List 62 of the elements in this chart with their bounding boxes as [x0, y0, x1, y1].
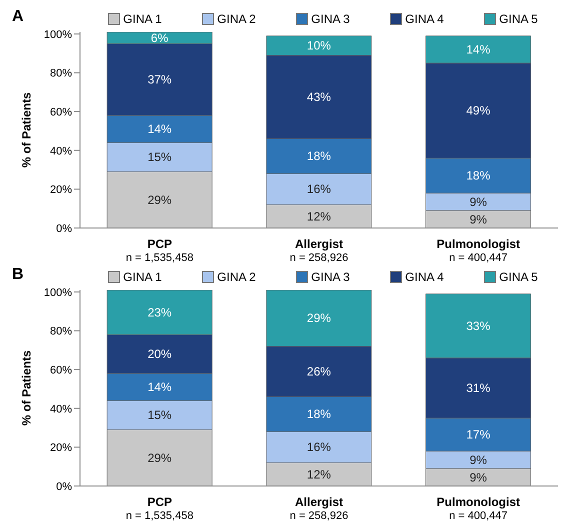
- legend-label: GINA 1: [122, 12, 162, 26]
- data-label: 9%: [470, 212, 488, 226]
- y-axis-title: % of Patients: [19, 350, 34, 426]
- data-label: 14%: [148, 380, 172, 394]
- data-label: 10%: [306, 38, 332, 53]
- x-tick-label: Pulmonologist n = 400,447: [436, 495, 520, 522]
- y-axis-title: % of Patients: [19, 92, 34, 168]
- data-label: 49%: [466, 104, 491, 118]
- x-tick-label: Allergist n = 258,926: [290, 495, 348, 522]
- data-label: 18%: [466, 168, 491, 183]
- data-label: 20%: [148, 347, 172, 362]
- data-label: 14%: [148, 122, 172, 136]
- data-label: 18%: [306, 407, 332, 422]
- x-tick-label: Allergist n = 258,926: [290, 237, 348, 264]
- data-label: 33%: [466, 318, 491, 333]
- data-label: 29%: [148, 450, 172, 465]
- data-label: 16%: [306, 440, 332, 454]
- legend-label: GINA 2: [216, 270, 256, 284]
- data-label: 31%: [466, 381, 491, 395]
- y-tick-label: 100%: [44, 286, 72, 299]
- data-label: 9%: [470, 470, 488, 484]
- data-label: 9%: [470, 452, 488, 467]
- y-tick-label: 60%: [50, 106, 72, 118]
- y-tick-label: 100%: [44, 28, 72, 41]
- data-label: 29%: [148, 192, 172, 207]
- data-label: 23%: [148, 305, 172, 320]
- legend-label: GINA 3: [310, 12, 350, 26]
- data-label: 18%: [306, 149, 332, 164]
- data-label: 29%: [306, 311, 332, 326]
- y-tick-label: 20%: [50, 184, 72, 196]
- y-tick-label: 40%: [50, 403, 72, 416]
- data-label: 6%: [150, 30, 169, 45]
- y-tick-label: 0%: [56, 480, 72, 493]
- y-tick-label: 20%: [50, 442, 72, 454]
- y-tick-label: 80%: [50, 68, 72, 80]
- data-label: 12%: [306, 467, 332, 482]
- data-label: 14%: [466, 42, 491, 56]
- data-label: 17%: [466, 428, 491, 442]
- data-label: 15%: [148, 150, 172, 164]
- legend-label: GINA 1: [122, 270, 162, 284]
- chart-title: A: [12, 8, 24, 26]
- legend-label: GINA 3: [310, 270, 350, 284]
- data-label: 9%: [470, 194, 488, 209]
- data-label: 43%: [306, 90, 332, 104]
- y-tick-label: 0%: [56, 222, 72, 235]
- legend-label: GINA 5: [498, 12, 538, 26]
- x-tick-label: PCP n = 1,535,458: [126, 237, 194, 264]
- data-label: 37%: [148, 72, 172, 87]
- y-tick-label: 80%: [50, 326, 72, 338]
- legend-label: GINA 4: [404, 270, 444, 284]
- x-tick-label: PCP n = 1,535,458: [126, 495, 194, 522]
- data-label: 16%: [306, 182, 332, 196]
- y-tick-label: 60%: [50, 364, 72, 376]
- legend-label: GINA 5: [498, 270, 538, 284]
- x-tick-label: Pulmonologist n = 400,447: [436, 237, 520, 264]
- data-label: 15%: [148, 408, 172, 422]
- data-label: 26%: [306, 364, 332, 379]
- y-tick-label: 40%: [50, 145, 72, 158]
- data-label: 12%: [306, 209, 332, 224]
- legend-label: GINA 2: [216, 12, 256, 26]
- legend-label: GINA 4: [404, 12, 444, 26]
- chart-title: B: [12, 266, 24, 284]
